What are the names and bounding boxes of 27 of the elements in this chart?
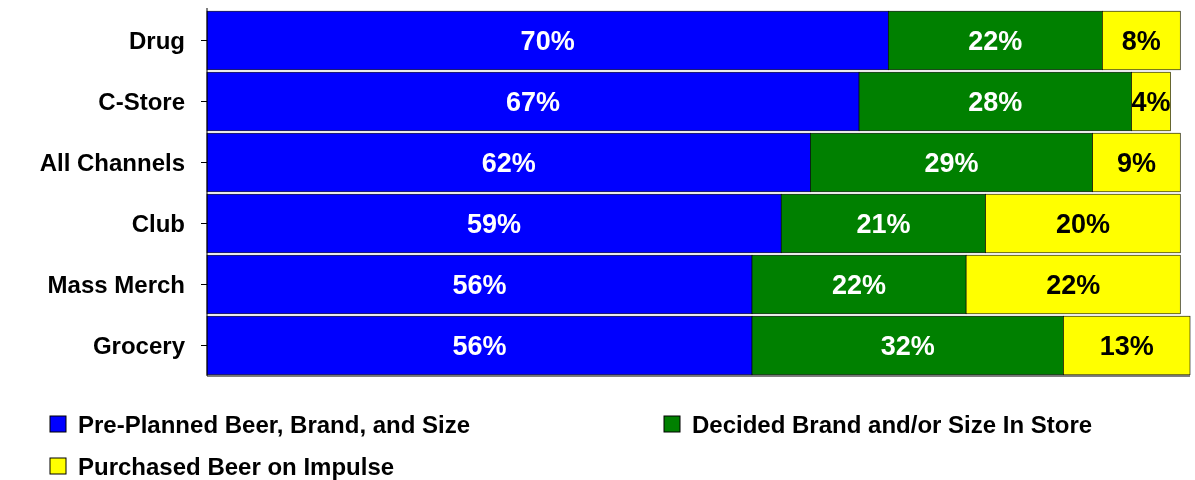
data-label: 4% <box>1131 86 1171 117</box>
data-label: 8% <box>1121 25 1161 56</box>
data-label: 56% <box>452 269 507 300</box>
y-tick-label: C-Store <box>98 88 185 115</box>
y-tick-label: Drug <box>129 27 185 54</box>
data-label: 22% <box>832 269 887 300</box>
data-label: 28% <box>968 86 1023 117</box>
data-label: 56% <box>452 330 507 361</box>
data-label: 22% <box>1046 269 1101 300</box>
y-tick-label: Mass Merch <box>47 271 185 298</box>
y-tick-label: Grocery <box>92 332 186 359</box>
legend-label: Pre-Planned Beer, Brand, and Size <box>78 410 471 438</box>
data-label: 59% <box>467 208 522 239</box>
data-label: 67% <box>506 86 561 117</box>
data-label: 32% <box>880 330 935 361</box>
data-label: 29% <box>924 147 979 178</box>
data-label: 20% <box>1055 208 1110 239</box>
y-tick-label: All Channels <box>39 149 185 176</box>
data-label: 22% <box>968 25 1023 56</box>
y-tick-label: Club <box>131 210 185 237</box>
legend-label: Decided Brand and/or Size In Store <box>692 410 1093 438</box>
data-label: 9% <box>1116 147 1156 178</box>
data-label: 62% <box>481 147 536 178</box>
legend-label: Purchased Beer on Impulse <box>78 452 395 480</box>
data-label: 70% <box>520 25 575 56</box>
data-label: 13% <box>1099 330 1154 361</box>
data-label: 21% <box>856 208 911 239</box>
